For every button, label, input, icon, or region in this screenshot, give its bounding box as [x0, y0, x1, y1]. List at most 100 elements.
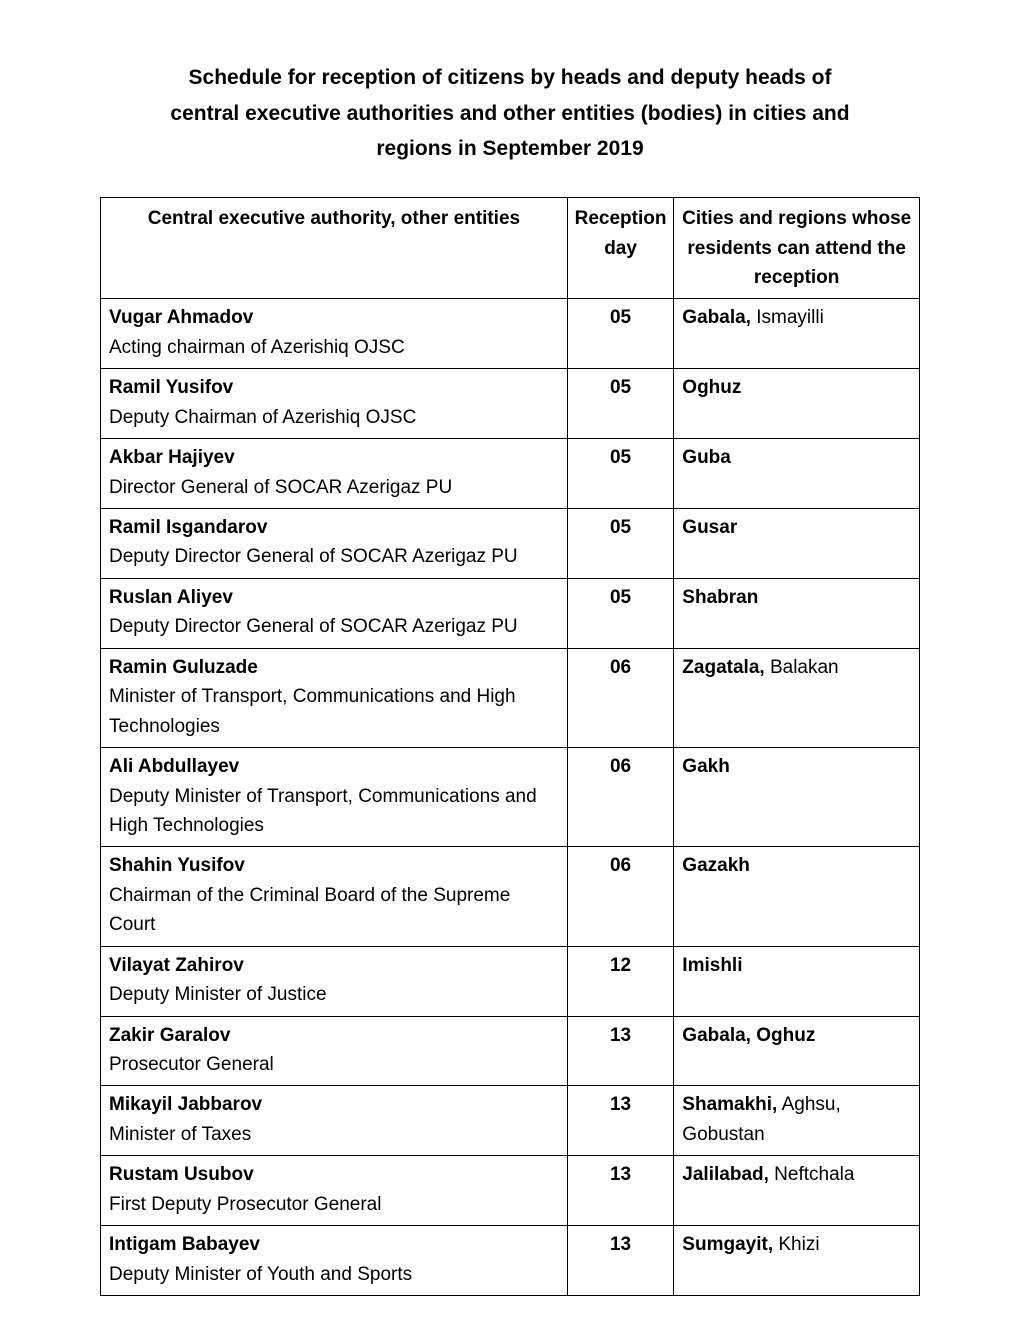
person-name: Ali Abdullayev: [109, 752, 559, 781]
person-name: Vilayat Zahirov: [109, 951, 559, 980]
city-rest: Ismayilli: [751, 307, 824, 328]
cell-authority: Mikayil JabbarovMinister of Taxes: [101, 1086, 568, 1156]
city-primary: Gabala,: [682, 307, 751, 328]
header-authority: Central executive authority, other entit…: [101, 198, 568, 299]
person-name: Zakir Garalov: [109, 1021, 559, 1050]
cell-day: 13: [567, 1016, 673, 1086]
cell-authority: Ramil YusifovDeputy Chairman of Azerishi…: [101, 369, 568, 439]
city-rest: Balakan: [765, 657, 839, 678]
person-name: Shahin Yusifov: [109, 851, 559, 880]
cell-day: 06: [567, 748, 673, 847]
cell-cities: Imishli: [674, 946, 920, 1016]
person-title: Minister of Taxes: [109, 1120, 559, 1149]
table-row: Intigam BabayevDeputy Minister of Youth …: [101, 1226, 920, 1296]
city-primary: Gusar: [682, 517, 737, 538]
cell-day: 05: [567, 509, 673, 579]
cell-cities: Gabala, Oghuz: [674, 1016, 920, 1086]
cell-authority: Ramil IsgandarovDeputy Director General …: [101, 509, 568, 579]
cell-authority: Rustam UsubovFirst Deputy Prosecutor Gen…: [101, 1156, 568, 1226]
cell-cities: Gusar: [674, 509, 920, 579]
person-title: Acting chairman of Azerishiq OJSC: [109, 333, 559, 362]
cell-authority: Intigam BabayevDeputy Minister of Youth …: [101, 1226, 568, 1296]
table-header-row: Central executive authority, other entit…: [101, 198, 920, 299]
person-name: Akbar Hajiyev: [109, 443, 559, 472]
table-row: Zakir GaralovProsecutor General13Gabala,…: [101, 1016, 920, 1086]
person-name: Rustam Usubov: [109, 1160, 559, 1189]
person-name: Ramil Yusifov: [109, 373, 559, 402]
cell-day: 05: [567, 299, 673, 369]
cell-cities: Shamakhi, Aghsu, Gobustan: [674, 1086, 920, 1156]
cell-day: 06: [567, 847, 673, 946]
table-row: Ramil YusifovDeputy Chairman of Azerishi…: [101, 369, 920, 439]
city-primary: Imishli: [682, 955, 742, 976]
person-name: Ramil Isgandarov: [109, 513, 559, 542]
cell-cities: Gabala, Ismayilli: [674, 299, 920, 369]
cell-day: 12: [567, 946, 673, 1016]
person-title: Deputy Director General of SOCAR Azeriga…: [109, 542, 559, 571]
cell-cities: Sumgayit, Khizi: [674, 1226, 920, 1296]
person-name: Intigam Babayev: [109, 1230, 559, 1259]
city-primary: Gakh: [682, 756, 730, 777]
table-row: Ali AbdullayevDeputy Minister of Transpo…: [101, 748, 920, 847]
cell-day: 05: [567, 578, 673, 648]
cell-day: 13: [567, 1156, 673, 1226]
person-title: Deputy Minister of Youth and Sports: [109, 1260, 559, 1289]
city-primary: Jalilabad,: [682, 1164, 769, 1185]
city-rest: Khizi: [773, 1234, 819, 1255]
person-title: Prosecutor General: [109, 1050, 559, 1079]
person-title: Deputy Director General of SOCAR Azeriga…: [109, 612, 559, 641]
city-primary: Sumgayit,: [682, 1234, 773, 1255]
person-title: Chairman of the Criminal Board of the Su…: [109, 881, 559, 940]
city-primary: Guba: [682, 447, 731, 468]
person-title: Director General of SOCAR Azerigaz PU: [109, 473, 559, 502]
cell-cities: Gakh: [674, 748, 920, 847]
table-row: Akbar HajiyevDirector General of SOCAR A…: [101, 439, 920, 509]
cell-day: 13: [567, 1226, 673, 1296]
cell-authority: Ali AbdullayevDeputy Minister of Transpo…: [101, 748, 568, 847]
cell-cities: Shabran: [674, 578, 920, 648]
city-primary: Shabran: [682, 587, 758, 608]
person-name: Vugar Ahmadov: [109, 303, 559, 332]
table-row: Shahin YusifovChairman of the Criminal B…: [101, 847, 920, 946]
header-cities: Cities and regions whose residents can a…: [674, 198, 920, 299]
table-row: Vilayat ZahirovDeputy Minister of Justic…: [101, 946, 920, 1016]
city-primary: Gazakh: [682, 855, 750, 876]
table-row: Ramil IsgandarovDeputy Director General …: [101, 509, 920, 579]
cell-authority: Zakir GaralovProsecutor General: [101, 1016, 568, 1086]
page-title: Schedule for reception of citizens by he…: [100, 60, 920, 167]
cell-day: 06: [567, 648, 673, 747]
person-title: Deputy Minister of Justice: [109, 980, 559, 1009]
cell-day: 05: [567, 369, 673, 439]
person-title: Deputy Minister of Transport, Communicat…: [109, 782, 559, 841]
person-title: Deputy Chairman of Azerishiq OJSC: [109, 403, 559, 432]
table-row: Rustam UsubovFirst Deputy Prosecutor Gen…: [101, 1156, 920, 1226]
city-primary: Oghuz: [682, 377, 741, 398]
table-row: Vugar AhmadovActing chairman of Azerishi…: [101, 299, 920, 369]
cell-authority: Vilayat ZahirovDeputy Minister of Justic…: [101, 946, 568, 1016]
city-primary: Gabala, Oghuz: [682, 1025, 815, 1046]
cell-authority: Akbar HajiyevDirector General of SOCAR A…: [101, 439, 568, 509]
table-row: Ruslan AliyevDeputy Director General of …: [101, 578, 920, 648]
header-day: Reception day: [567, 198, 673, 299]
city-primary: Shamakhi,: [682, 1094, 777, 1115]
table-row: Ramin GuluzadeMinister of Transport, Com…: [101, 648, 920, 747]
cell-cities: Gazakh: [674, 847, 920, 946]
city-primary: Zagatala,: [682, 657, 764, 678]
cell-authority: Ruslan AliyevDeputy Director General of …: [101, 578, 568, 648]
person-name: Ruslan Aliyev: [109, 583, 559, 612]
cell-cities: Oghuz: [674, 369, 920, 439]
city-rest: Neftchala: [769, 1164, 855, 1185]
cell-cities: Zagatala, Balakan: [674, 648, 920, 747]
person-name: Ramin Guluzade: [109, 653, 559, 682]
cell-authority: Shahin YusifovChairman of the Criminal B…: [101, 847, 568, 946]
cell-day: 05: [567, 439, 673, 509]
cell-day: 13: [567, 1086, 673, 1156]
table-row: Mikayil JabbarovMinister of Taxes13Shama…: [101, 1086, 920, 1156]
person-title: First Deputy Prosecutor General: [109, 1190, 559, 1219]
cell-authority: Ramin GuluzadeMinister of Transport, Com…: [101, 648, 568, 747]
cell-authority: Vugar AhmadovActing chairman of Azerishi…: [101, 299, 568, 369]
cell-cities: Jalilabad, Neftchala: [674, 1156, 920, 1226]
person-name: Mikayil Jabbarov: [109, 1090, 559, 1119]
schedule-table: Central executive authority, other entit…: [100, 197, 920, 1296]
cell-cities: Guba: [674, 439, 920, 509]
